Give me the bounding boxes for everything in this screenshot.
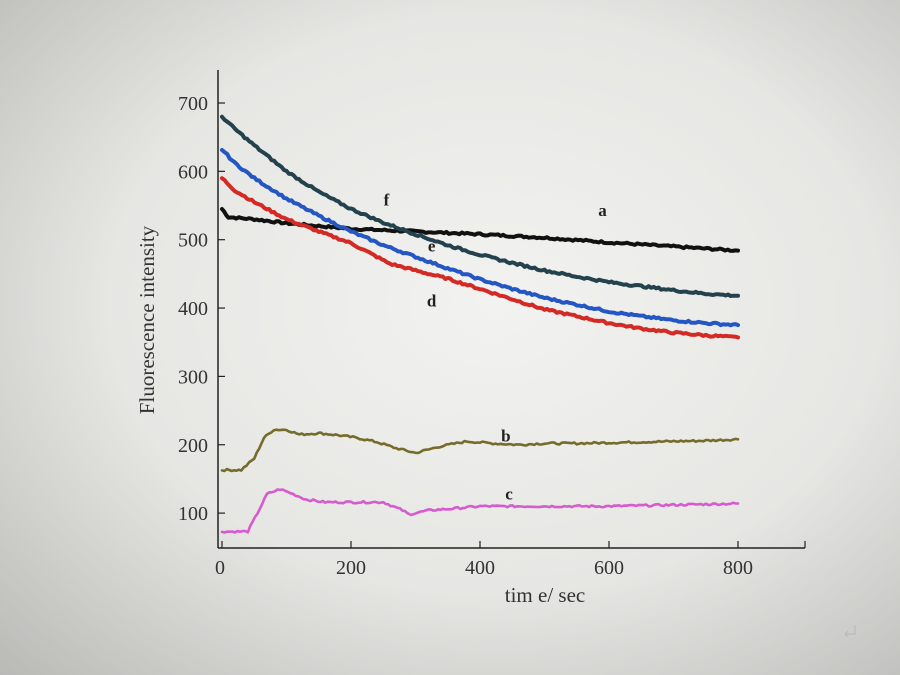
y-tick-label: 100: [178, 503, 208, 525]
y-tick-label: 400: [178, 298, 208, 320]
axis-ticks: 0 200 400 600 800 100 200 300 400 500 600 700: [178, 93, 753, 579]
series-label-e: e: [428, 236, 436, 255]
series-a-line: [220, 207, 740, 253]
series-label-b: b: [501, 426, 510, 445]
x-tick-label: 400: [465, 557, 495, 579]
series-c-line: [220, 488, 740, 534]
series-b-line: [220, 428, 740, 473]
x-tick-label: 200: [336, 557, 366, 579]
x-tick-label: 800: [723, 557, 753, 579]
series-label-a: a: [598, 201, 607, 220]
chart-axes: [217, 70, 806, 549]
x-axis-title: tim e/ sec: [505, 583, 585, 607]
y-tick-label: 300: [178, 366, 208, 388]
y-tick-label: 200: [178, 435, 208, 457]
series-e-line: [220, 148, 740, 328]
y-tick-label: 500: [178, 230, 208, 252]
y-tick-label: 600: [178, 161, 208, 183]
x-tick-label: 0: [215, 557, 225, 579]
y-axis-title: Fluorescence intensity: [135, 225, 159, 414]
series-label-f: f: [384, 191, 390, 210]
series-layer: [220, 114, 740, 534]
y-tick-label: 700: [178, 93, 208, 115]
enter-glyph: [844, 625, 856, 638]
x-tick-label: 600: [594, 557, 624, 579]
series-f-line: [220, 114, 740, 298]
series-d-line: [220, 176, 740, 340]
series-label-d: d: [427, 292, 437, 311]
series-labels: a b c d e f: [384, 191, 608, 504]
series-label-c: c: [505, 484, 513, 503]
